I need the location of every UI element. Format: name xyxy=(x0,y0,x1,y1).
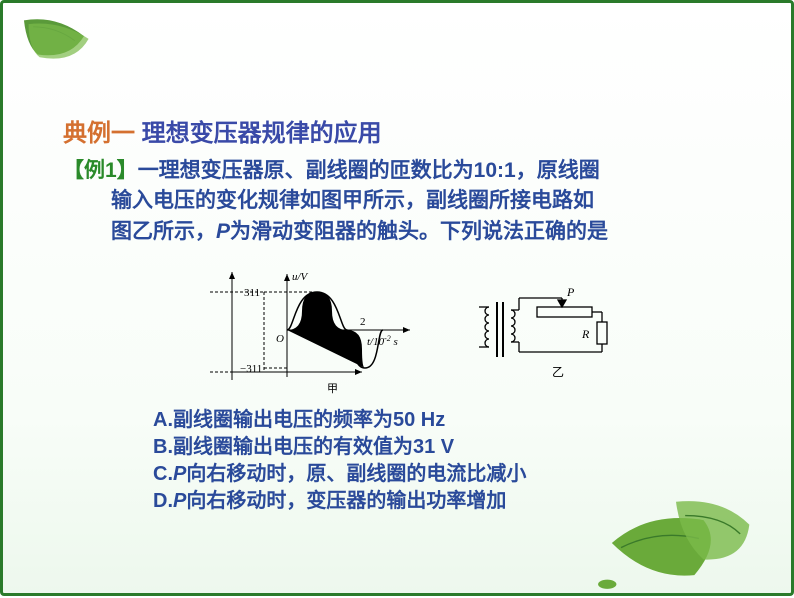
example-line1: 一理想变压器原、副线圈的匝数比为10:1，原线圈 xyxy=(138,159,600,182)
option-b: B.副线圈输出电压的有效值为31 V xyxy=(153,434,741,461)
graph-caption: 甲 xyxy=(327,383,338,395)
circuit-caption: 乙 xyxy=(552,365,564,379)
y-bot-label: −311 xyxy=(240,363,262,375)
slide-frame: 典例一 理想变压器规律的应用 【例1】一理想变压器原、副线圈的匝数比为10:1，… xyxy=(0,0,794,596)
svg-text:R: R xyxy=(581,327,590,341)
leaf-decoration-bottom-right xyxy=(591,488,761,598)
heading-prefix: 典例一 xyxy=(63,120,135,147)
example-text: 【例1】一理想变压器原、副线圈的匝数比为10:1，原线圈 输入电压的变化规律如图… xyxy=(63,156,741,247)
heading-title: 理想变压器规律的应用 xyxy=(142,120,382,147)
y-axis-label: u/V xyxy=(292,271,309,283)
leaf-decoration-top-left xyxy=(18,13,113,73)
diagram-row: 1 2 u/V 311 −311 O t/10-2 s 甲 xyxy=(63,262,741,397)
svg-text:P: P xyxy=(566,285,575,299)
svg-text:2: 2 xyxy=(360,316,366,328)
slide-content: 典例一 理想变压器规律的应用 【例1】一理想变压器原、副线圈的匝数比为10:1，… xyxy=(3,3,791,545)
svg-text:O: O xyxy=(276,333,284,345)
option-a: A.副线圈输出电压的频率为50 Hz xyxy=(153,407,741,434)
option-c: C.P向右移动时，原、副线圈的电流比减小 xyxy=(153,461,741,488)
example-line2: 输入电压的变化规律如图甲所示，副线圈所接电路如 xyxy=(63,186,741,216)
example-label: 【例1】 xyxy=(63,159,138,182)
svg-text:1: 1 xyxy=(340,335,346,347)
example-line3: 图乙所示，P为滑动变阻器的触头。下列说法正确的是 xyxy=(63,217,741,247)
section-heading: 典例一 理想变压器规律的应用 xyxy=(63,113,741,148)
sine-graph-real: 1 2 u/V 311 −311 O t/10-2 s 甲 xyxy=(232,262,417,397)
circuit-diagram: P R 乙 xyxy=(467,272,622,387)
svg-text:t/10-2 s: t/10-2 s xyxy=(367,334,398,348)
y-top-label: 311 xyxy=(244,287,260,299)
